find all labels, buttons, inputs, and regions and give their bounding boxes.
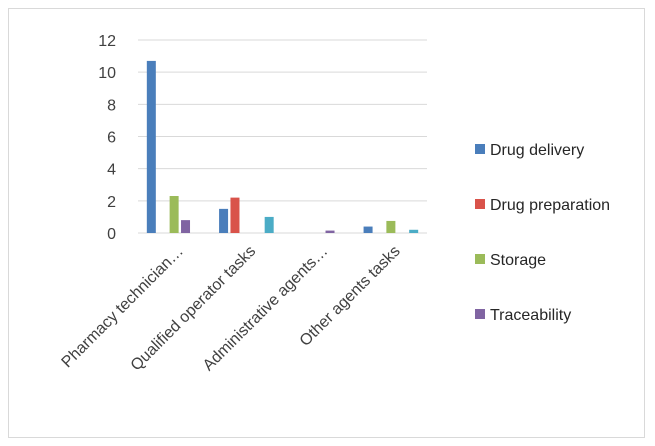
y-tick-label: 12	[98, 33, 116, 50]
y-tick-label: 6	[107, 130, 116, 147]
x-category-label: Administrative agents…	[200, 243, 331, 374]
bars	[146, 60, 419, 234]
bar	[363, 226, 373, 233]
y-tick-label: 0	[107, 226, 116, 243]
chart-frame	[8, 8, 645, 438]
legend: Drug delivery Drug preparation Storage Trac…	[475, 142, 610, 324]
legend-label: Traceability	[490, 307, 571, 324]
legend-swatch	[475, 199, 485, 209]
bar	[146, 60, 156, 234]
legend-label: Storage	[490, 252, 546, 269]
bar	[181, 220, 191, 233]
y-axis-ticks: 0 2 4 6 8 10 12	[98, 33, 116, 243]
x-axis-labels: Pharmacy technician…Qualified operator t…	[59, 243, 404, 375]
bar	[386, 220, 396, 233]
gridlines	[138, 39, 427, 234]
legend-swatch	[475, 309, 485, 319]
bar	[264, 216, 274, 233]
x-category-label: Pharmacy technician…	[59, 243, 187, 371]
legend-label: Drug delivery	[490, 142, 584, 159]
bar	[230, 197, 240, 233]
legend-swatch	[475, 254, 485, 264]
legend-swatch	[475, 144, 485, 154]
bar	[325, 230, 335, 233]
y-tick-label: 4	[107, 162, 116, 179]
bar	[409, 229, 419, 233]
y-tick-label: 8	[107, 97, 116, 114]
x-category-label: Qualified operator tasks	[128, 243, 260, 375]
y-tick-label: 2	[107, 194, 116, 211]
y-tick-label: 10	[98, 65, 116, 82]
legend-label: Drug preparation	[490, 197, 610, 214]
bar	[219, 208, 229, 233]
bar	[169, 196, 179, 233]
